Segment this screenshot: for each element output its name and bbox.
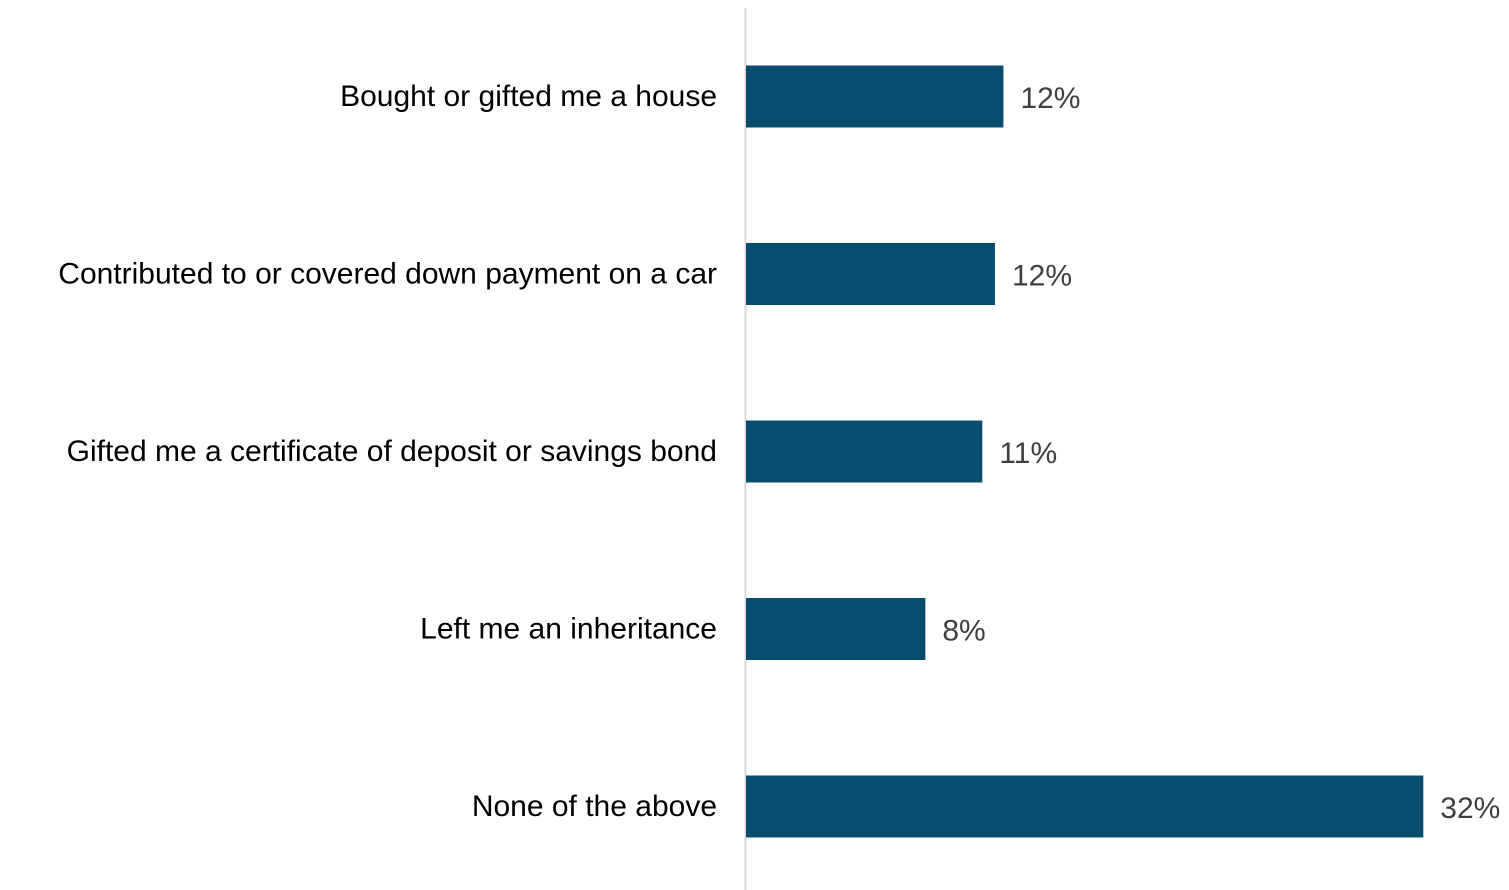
value-label: 12%	[1012, 260, 1072, 293]
category-label: Left me an inheritance	[420, 613, 717, 646]
category-label: None of the above	[472, 790, 717, 823]
bar	[746, 243, 995, 305]
category-label: Bought or gifted me a house	[340, 80, 717, 113]
value-label: 32%	[1440, 792, 1500, 825]
category-labels-group: Bought or gifted me a house Contributed t…	[58, 80, 717, 823]
category-label: Contributed to or covered down payment o…	[58, 258, 717, 291]
category-label: Gifted me a certificate of deposit or sa…	[67, 435, 717, 468]
value-label: 11%	[999, 437, 1057, 470]
value-label: 12%	[1020, 82, 1080, 115]
bar	[746, 420, 983, 483]
bars-group	[746, 65, 1424, 838]
value-label: 8%	[942, 615, 985, 648]
value-labels-group: 12% 12% 11% 8% 32%	[942, 82, 1500, 825]
bar	[746, 775, 1424, 838]
bar	[746, 598, 926, 660]
bar	[746, 65, 1004, 128]
